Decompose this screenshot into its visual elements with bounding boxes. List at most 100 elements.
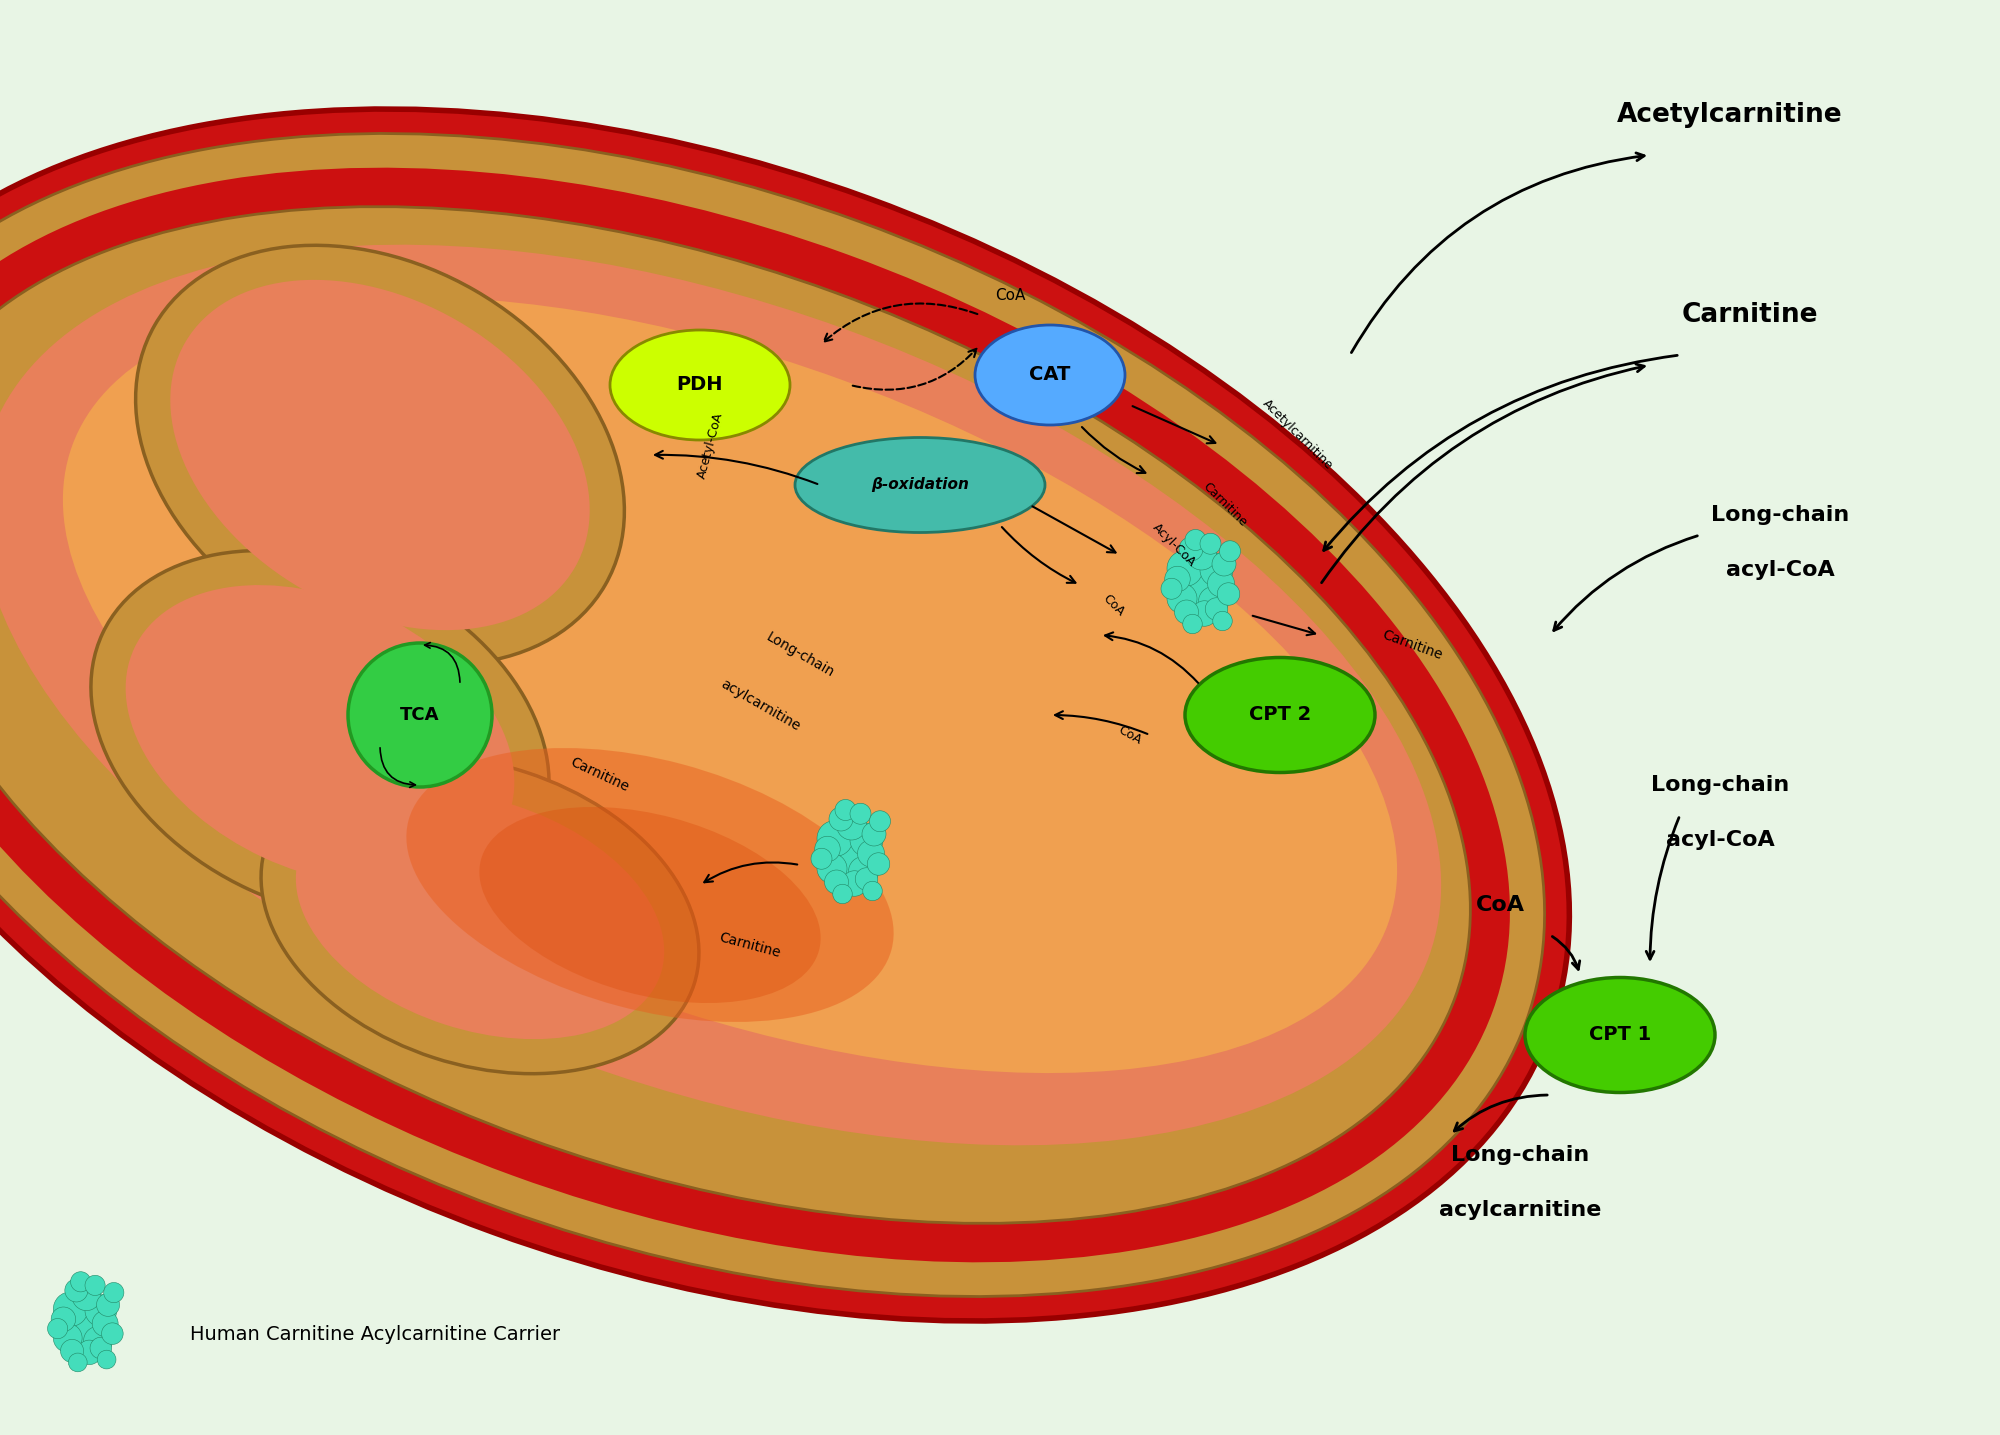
Text: Long-chain: Long-chain	[1650, 775, 1790, 795]
Circle shape	[84, 1294, 116, 1326]
Ellipse shape	[794, 438, 1044, 532]
Circle shape	[54, 1292, 88, 1326]
Ellipse shape	[136, 245, 624, 664]
Text: acylcarnitine: acylcarnitine	[718, 676, 802, 733]
Text: Long-chain: Long-chain	[764, 630, 836, 680]
FancyArrowPatch shape	[1082, 428, 1146, 474]
Circle shape	[858, 839, 884, 867]
Text: Carnitine: Carnitine	[1682, 301, 1818, 329]
Circle shape	[1200, 534, 1220, 554]
Circle shape	[830, 806, 852, 831]
Text: CoA: CoA	[1116, 723, 1144, 746]
FancyArrowPatch shape	[1056, 712, 1148, 733]
FancyArrowPatch shape	[1554, 535, 1698, 630]
Circle shape	[832, 884, 852, 904]
Circle shape	[102, 1323, 124, 1345]
Text: Human Carnitine Acylcarnitine Carrier: Human Carnitine Acylcarnitine Carrier	[190, 1326, 560, 1345]
FancyArrowPatch shape	[1032, 507, 1116, 552]
FancyArrowPatch shape	[1252, 616, 1316, 636]
Circle shape	[862, 822, 886, 847]
Circle shape	[84, 1326, 112, 1355]
Ellipse shape	[0, 109, 1570, 1322]
Circle shape	[1184, 530, 1206, 551]
Ellipse shape	[90, 551, 550, 920]
Circle shape	[1178, 563, 1222, 607]
Circle shape	[818, 821, 852, 857]
Circle shape	[1164, 567, 1190, 591]
Text: CAT: CAT	[1030, 366, 1070, 385]
Circle shape	[1186, 540, 1216, 570]
Ellipse shape	[170, 280, 590, 630]
FancyArrowPatch shape	[380, 748, 416, 788]
FancyArrowPatch shape	[852, 349, 976, 390]
Circle shape	[836, 799, 856, 821]
Text: Carnitine: Carnitine	[1200, 481, 1250, 530]
Text: TCA: TCA	[400, 706, 440, 725]
Circle shape	[1198, 587, 1228, 617]
FancyArrowPatch shape	[1106, 633, 1198, 683]
Ellipse shape	[0, 207, 1470, 1224]
Circle shape	[52, 1307, 76, 1332]
Circle shape	[828, 832, 872, 877]
Circle shape	[1218, 583, 1240, 606]
Circle shape	[818, 854, 848, 884]
Text: Acetylcarnitine: Acetylcarnitine	[1618, 102, 1842, 128]
Text: Long-chain: Long-chain	[1450, 1145, 1590, 1165]
FancyArrowPatch shape	[1552, 937, 1580, 970]
Text: Long-chain: Long-chain	[1710, 505, 1850, 525]
Circle shape	[1182, 614, 1202, 634]
FancyArrowPatch shape	[1646, 818, 1678, 959]
Circle shape	[98, 1350, 116, 1369]
Circle shape	[1206, 598, 1228, 620]
Circle shape	[848, 857, 878, 887]
Circle shape	[1208, 570, 1234, 597]
Ellipse shape	[480, 806, 820, 1003]
Circle shape	[1180, 537, 1204, 561]
Circle shape	[348, 643, 492, 786]
Text: β-oxidation: β-oxidation	[872, 478, 968, 492]
Circle shape	[1220, 541, 1240, 561]
Circle shape	[54, 1323, 82, 1352]
Text: acyl-CoA: acyl-CoA	[1726, 560, 1834, 580]
Circle shape	[1192, 601, 1218, 626]
Circle shape	[72, 1281, 100, 1310]
Circle shape	[824, 870, 848, 894]
Text: Carnitine: Carnitine	[568, 755, 632, 795]
FancyArrowPatch shape	[424, 643, 460, 682]
Text: acylcarnitine: acylcarnitine	[1438, 1200, 1602, 1220]
Circle shape	[70, 1271, 90, 1292]
Circle shape	[812, 848, 832, 870]
Text: CoA: CoA	[1100, 591, 1126, 618]
Circle shape	[868, 852, 890, 875]
Circle shape	[84, 1276, 106, 1296]
Circle shape	[96, 1293, 120, 1316]
FancyArrowPatch shape	[1454, 1095, 1548, 1131]
Circle shape	[104, 1283, 124, 1303]
Circle shape	[1212, 552, 1236, 575]
Ellipse shape	[0, 245, 1442, 1145]
FancyArrowPatch shape	[1132, 406, 1216, 443]
FancyArrowPatch shape	[656, 451, 818, 484]
Ellipse shape	[0, 133, 1544, 1296]
Text: Carnitine: Carnitine	[1380, 627, 1444, 663]
Text: Acetyl-CoA: Acetyl-CoA	[694, 410, 726, 479]
Text: CPT 2: CPT 2	[1248, 706, 1312, 725]
Ellipse shape	[1184, 657, 1376, 772]
FancyArrowPatch shape	[1352, 154, 1644, 353]
Circle shape	[92, 1310, 118, 1336]
Ellipse shape	[62, 297, 1398, 1073]
Text: CoA: CoA	[994, 287, 1026, 303]
Circle shape	[856, 868, 878, 890]
Circle shape	[850, 804, 872, 824]
Circle shape	[1200, 554, 1232, 587]
Circle shape	[64, 1279, 88, 1302]
Ellipse shape	[296, 791, 664, 1039]
Circle shape	[1160, 578, 1182, 600]
FancyArrowPatch shape	[1322, 364, 1644, 583]
FancyArrowPatch shape	[704, 862, 798, 883]
Circle shape	[842, 871, 868, 897]
Circle shape	[1168, 551, 1204, 587]
Text: PDH: PDH	[676, 376, 724, 395]
Text: Acyl-CoA: Acyl-CoA	[1150, 521, 1198, 570]
FancyArrowPatch shape	[824, 303, 978, 342]
